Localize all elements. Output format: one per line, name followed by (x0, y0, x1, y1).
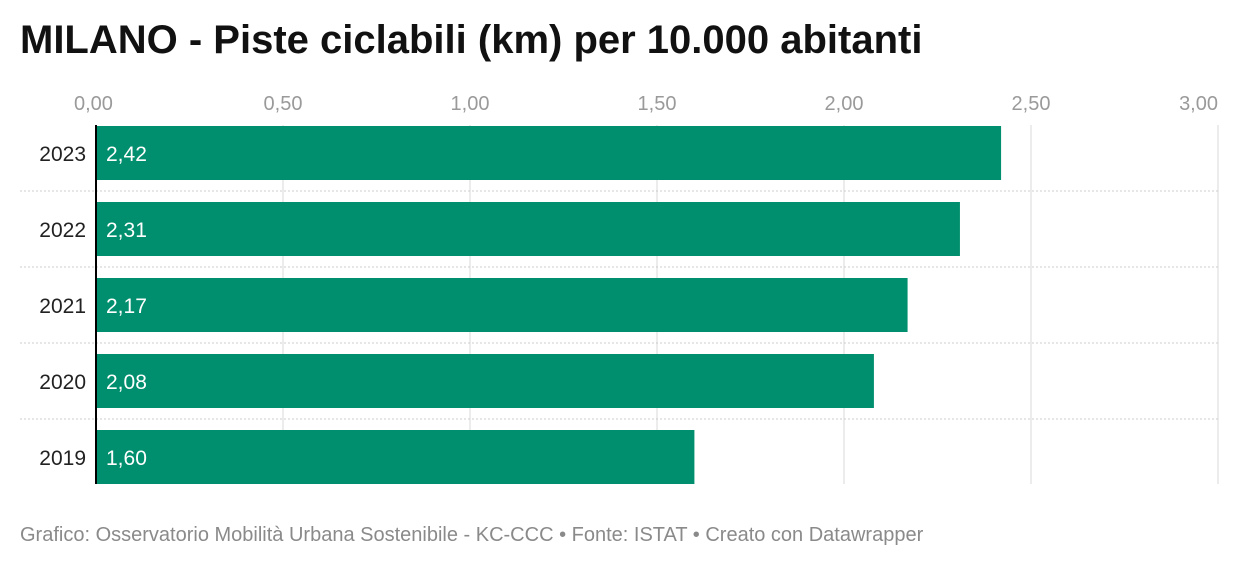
x-axis-ticks: 0,00 0,50 1,00 1,50 2,00 2,50 3,00 (74, 93, 1218, 115)
x-tick-label: 2,00 (825, 93, 864, 115)
category-label: 2022 (39, 219, 86, 242)
category-label: 2019 (39, 447, 86, 470)
bar-chart: 0,00 0,50 1,00 1,50 2,00 2,50 3,00 20232022202… (20, 93, 1220, 484)
category-label: 2023 (39, 143, 86, 166)
x-tick-label: 2,50 (1012, 93, 1051, 115)
chart-title: MILANO - Piste ciclabili (km) per 10.000… (20, 18, 923, 62)
bar (96, 278, 908, 332)
x-tick-label: 1,00 (451, 93, 490, 115)
x-tick-label: 3,00 (1179, 93, 1218, 115)
value-label: 2,08 (106, 371, 147, 394)
category-label: 2021 (39, 295, 86, 318)
x-tick-label: 1,50 (638, 93, 677, 115)
category-labels: 2023 2022 2021 2020 2019 (39, 143, 86, 470)
category-label: 2020 (39, 371, 86, 394)
chart-footer: Grafico: Osservatorio Mobilità Urbana So… (20, 524, 924, 546)
value-label: 2,31 (106, 219, 147, 242)
bar (96, 126, 1002, 180)
bars (96, 126, 1002, 484)
value-labels: 2,42 2,31 2,17 2,08 1,60 (106, 143, 147, 470)
value-label: 2,42 (106, 143, 147, 166)
bar (96, 354, 874, 408)
bar (96, 202, 960, 256)
row-separators (20, 190, 1220, 420)
bar (96, 430, 695, 484)
x-tick-label: 0,50 (264, 93, 303, 115)
value-label: 2,17 (106, 295, 147, 318)
x-tick-label: 0,00 (74, 93, 113, 115)
value-label: 1,60 (106, 447, 147, 470)
